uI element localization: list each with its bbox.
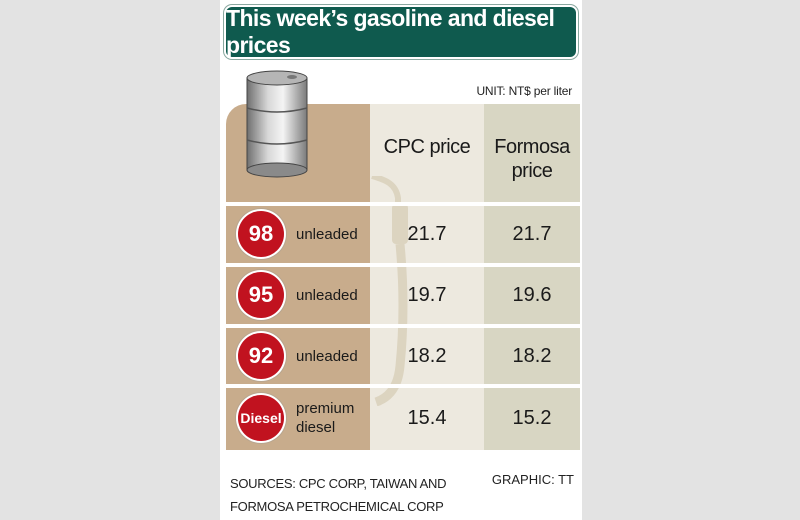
cpc-price-value: 18.2 xyxy=(407,344,447,367)
column-header-cpc: CPC price xyxy=(383,136,471,158)
formosa-price-value: 18.2 xyxy=(512,344,552,367)
table-row: 92 unleaded 18.2 18.2 xyxy=(226,328,580,384)
table-row: 95 unleaded 19.7 19.6 xyxy=(226,267,580,323)
fuel-grade-badge: Diesel xyxy=(238,395,284,441)
formosa-column-background xyxy=(484,104,580,450)
fuel-grade-badge: 95 xyxy=(238,272,284,318)
column-header-formosa: Formosa price xyxy=(494,136,570,182)
cpc-price-value: 15.4 xyxy=(407,406,447,429)
fuel-grade-badge: 98 xyxy=(238,211,284,257)
row-divider xyxy=(226,263,580,267)
cpc-price-value: 21.7 xyxy=(407,222,447,245)
sources-note: SOURCES: CPC CORP, TAIWAN AND FORMOSA PE… xyxy=(230,476,447,514)
cpc-price-value: 19.7 xyxy=(407,283,447,306)
fuel-grade-badge: 92 xyxy=(238,333,284,379)
chart-title: This week’s gasoline and diesel prices xyxy=(226,5,576,58)
unit-label: UNIT: NT$ per liter xyxy=(476,84,572,98)
fuel-type-label: unleaded xyxy=(296,225,358,243)
oil-barrel-icon xyxy=(246,70,308,178)
graphic-credit: GRAPHIC: TT xyxy=(491,472,574,487)
table-row: 98 unleaded 21.7 21.7 xyxy=(226,206,580,262)
row-divider xyxy=(226,202,580,206)
table-row: Diesel premium diesel 15.4 15.2 xyxy=(226,390,580,446)
formosa-price-value: 19.6 xyxy=(512,283,552,306)
fuel-type-label: unleaded xyxy=(296,347,358,365)
row-divider xyxy=(226,324,580,328)
row-divider xyxy=(226,384,580,388)
fuel-type-label: unleaded xyxy=(296,286,358,304)
formosa-price-value: 15.2 xyxy=(512,406,552,429)
formosa-price-value: 21.7 xyxy=(512,222,552,245)
infographic-panel: This week’s gasoline and diesel prices U… xyxy=(220,0,582,520)
fuel-type-label: premium diesel xyxy=(296,400,355,436)
